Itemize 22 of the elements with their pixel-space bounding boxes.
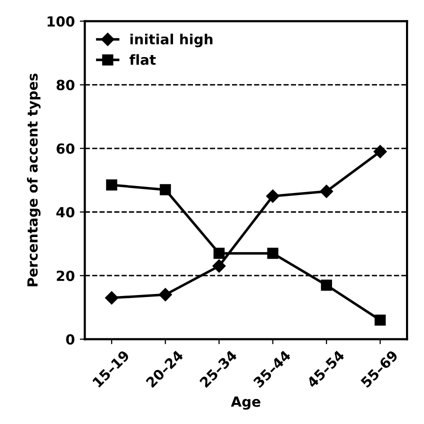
- legend-label: initial high: [130, 34, 212, 48]
- point: [158, 288, 172, 302]
- point: [266, 190, 280, 203]
- y-tick-label: 60: [56, 143, 74, 154]
- point: [214, 248, 225, 259]
- point: [160, 184, 171, 196]
- point: [267, 248, 278, 259]
- point: [320, 184, 334, 198]
- y-tick-label: 40: [56, 206, 74, 218]
- y-axis-title: Percentage of accent types: [26, 74, 41, 286]
- y-tick-label: 100: [48, 16, 74, 27]
- point: [320, 280, 332, 291]
- y-tick-label: 0: [66, 334, 74, 345]
- point: [212, 259, 226, 273]
- point: [106, 179, 118, 191]
- y-tick-label: 80: [56, 80, 74, 90]
- y-tick-label: 20: [56, 270, 74, 282]
- legend-label: flat: [130, 54, 156, 65]
- point: [105, 291, 118, 304]
- point: [374, 314, 386, 326]
- point: [374, 144, 387, 158]
- x-axis-title: Age: [230, 396, 260, 410]
